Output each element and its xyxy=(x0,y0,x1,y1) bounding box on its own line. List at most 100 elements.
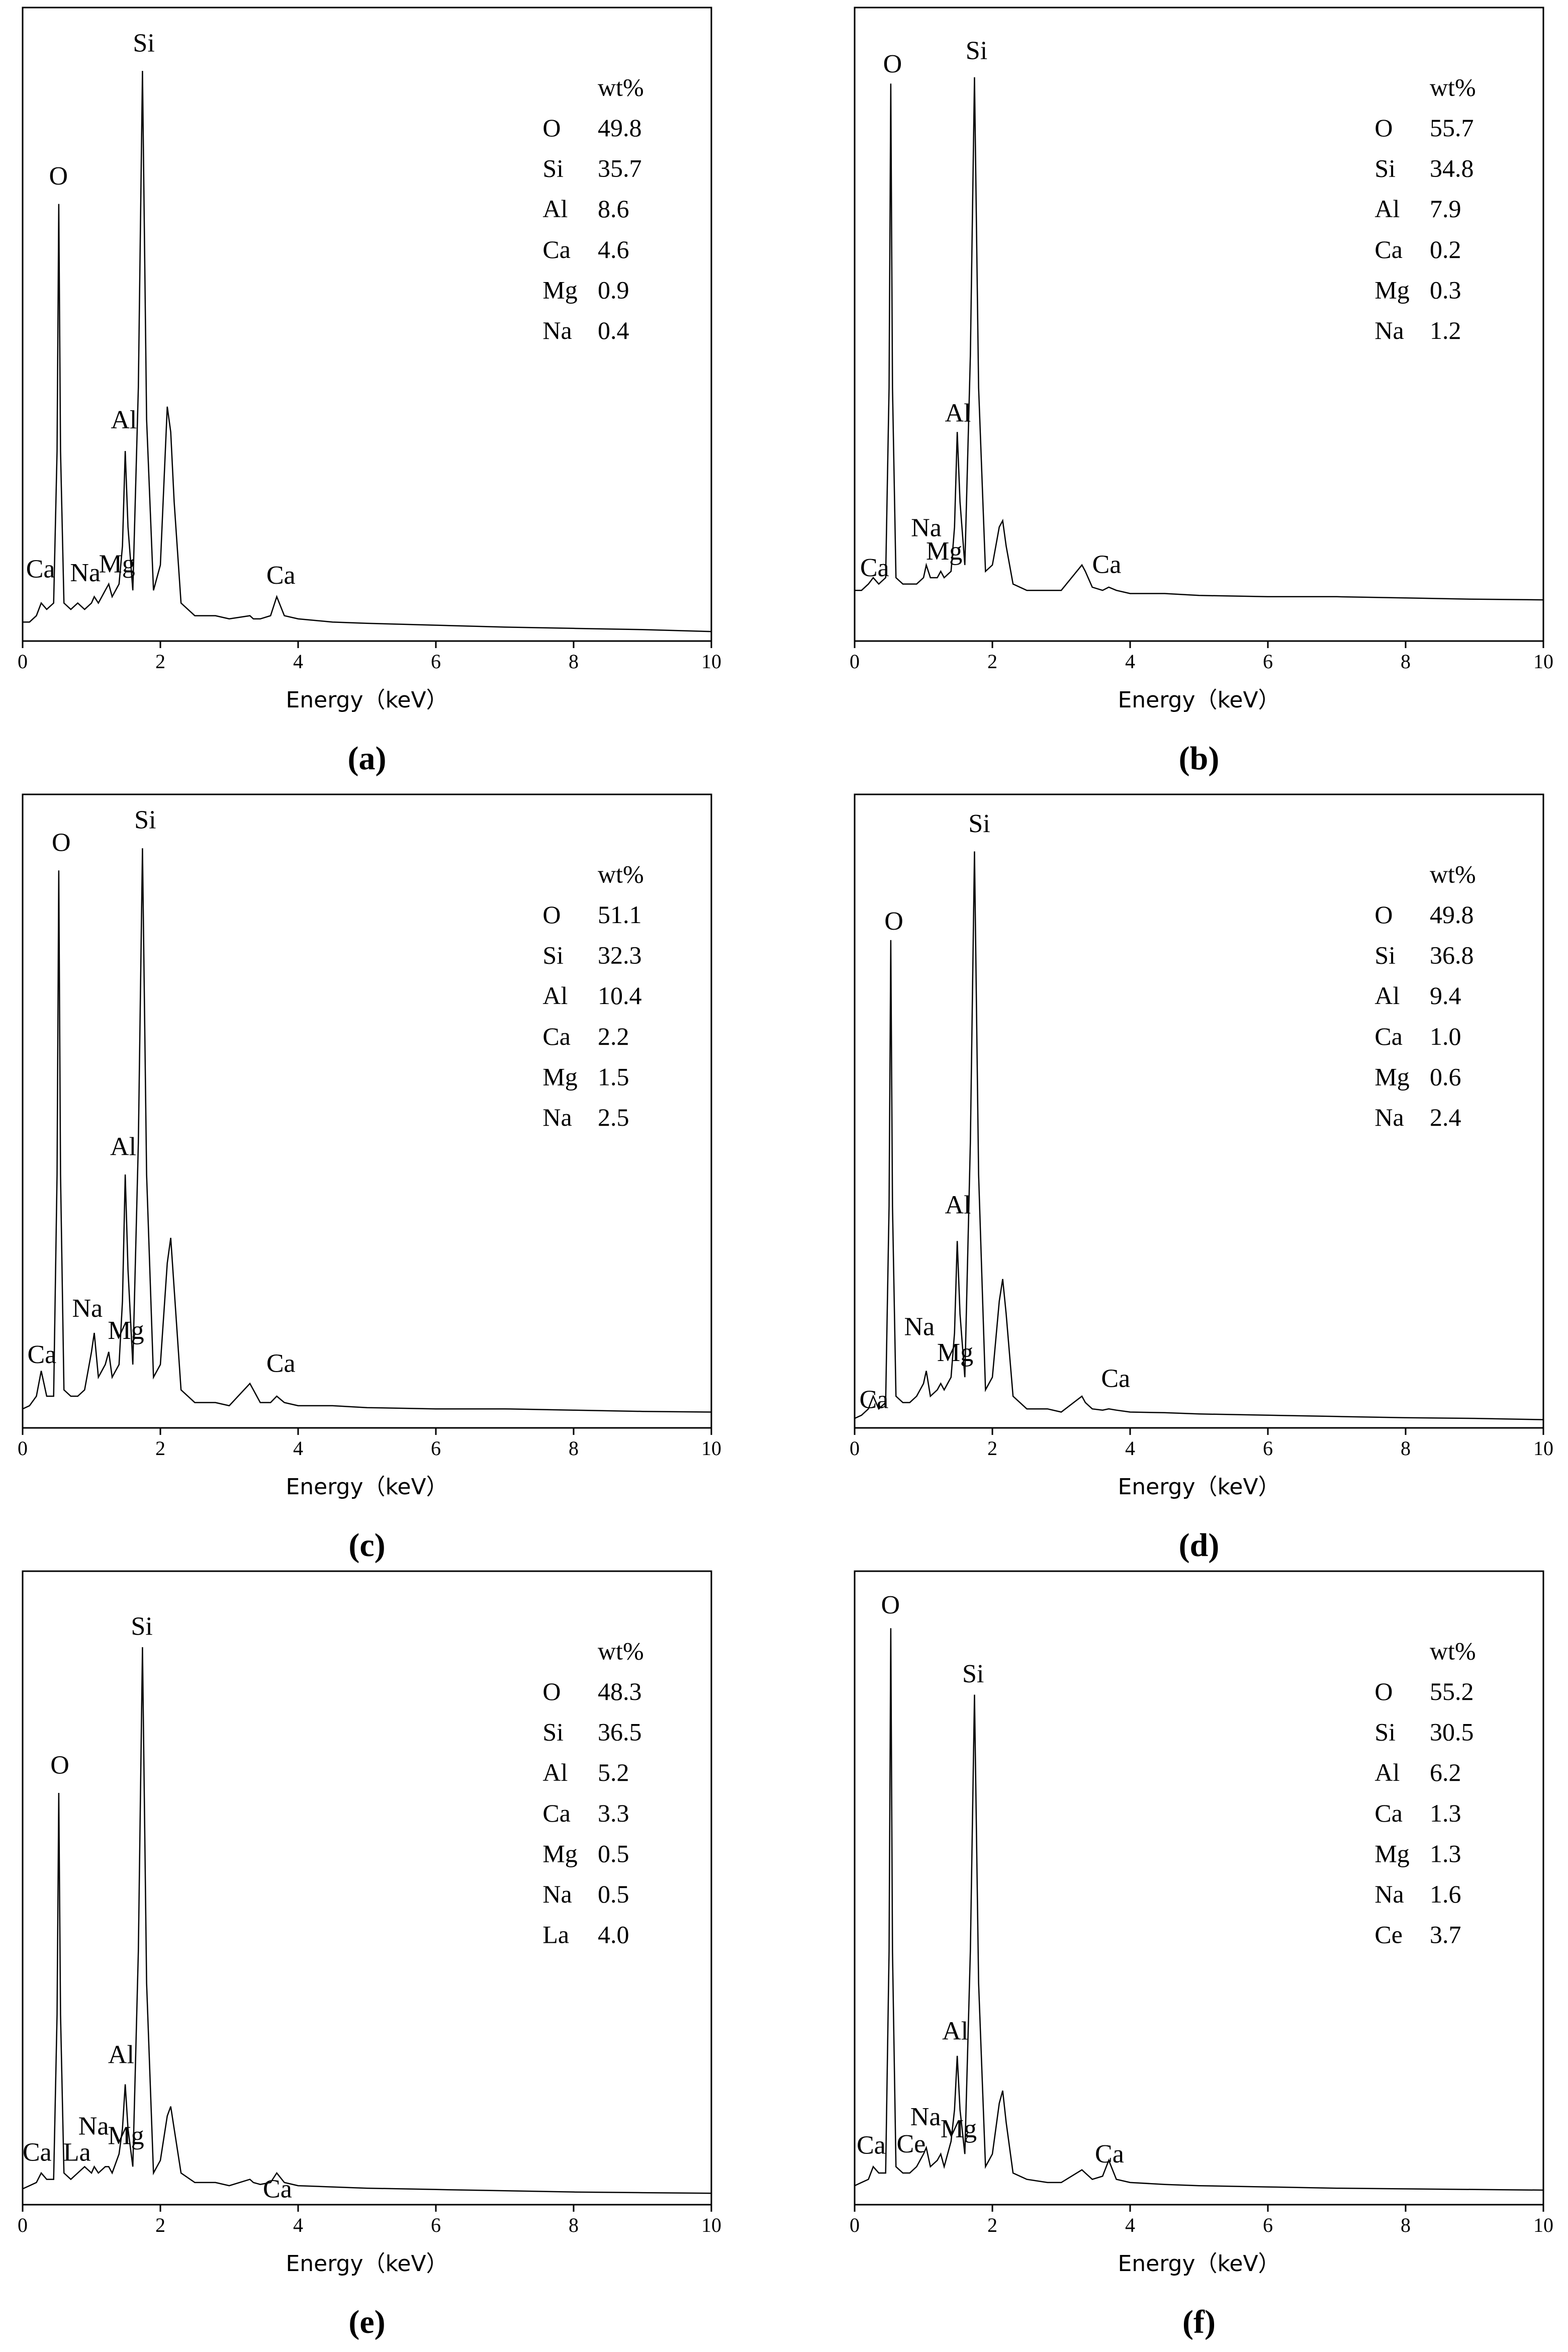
element-name: Na xyxy=(542,1103,572,1131)
plot-frame xyxy=(854,793,1544,1429)
element-wt: 0.6 xyxy=(1430,1062,1461,1091)
plot-frame xyxy=(854,7,1544,642)
table-header: wt% xyxy=(1430,73,1476,101)
x-tick-label: 2 xyxy=(155,1437,165,1460)
x-tick-label: 10 xyxy=(1533,2214,1553,2236)
x-tick-label: 8 xyxy=(1401,1437,1411,1460)
element-wt: 1.0 xyxy=(1430,1022,1461,1050)
table-header: wt% xyxy=(598,73,644,101)
element-name: Mg xyxy=(1374,1839,1409,1867)
element-wt: 1.3 xyxy=(1430,1839,1461,1867)
peak-label: La xyxy=(63,2138,91,2166)
element-wt: 55.7 xyxy=(1430,114,1474,142)
element-name: Si xyxy=(542,941,564,969)
element-wt: 36.5 xyxy=(598,1718,642,1746)
x-tick-label: 0 xyxy=(850,650,860,673)
element-name: O xyxy=(542,900,561,929)
element-wt: 0.2 xyxy=(1430,235,1461,263)
panel-label: (a) xyxy=(348,740,387,777)
x-tick-label: 8 xyxy=(569,650,579,673)
element-wt: 35.7 xyxy=(598,154,642,183)
spectrum-line xyxy=(854,1628,1544,2191)
peak-label: Mg xyxy=(937,1338,973,1367)
peak-label: Na xyxy=(904,1312,935,1341)
element-wt: 8.6 xyxy=(598,195,629,223)
x-tick-label: 4 xyxy=(293,650,303,673)
element-wt: 4.0 xyxy=(598,1921,629,1949)
element-wt: 49.8 xyxy=(1430,900,1474,929)
x-tick-label: 4 xyxy=(1125,1437,1135,1460)
x-tick-label: 10 xyxy=(701,650,721,673)
element-name: Al xyxy=(542,981,568,1010)
peak-label: Si xyxy=(134,805,156,834)
peak-label: Ca xyxy=(23,2138,52,2166)
element-name: Na xyxy=(1374,1880,1404,1908)
peak-label: Mg xyxy=(108,2122,144,2150)
element-name: Al xyxy=(1374,195,1400,223)
peak-label: Na xyxy=(910,2103,941,2131)
element-name: Si xyxy=(1374,1718,1396,1746)
peak-label: Ca xyxy=(1095,2140,1124,2168)
element-wt: 2.4 xyxy=(1430,1103,1461,1131)
element-wt: 48.3 xyxy=(598,1677,642,1705)
x-tick-label: 4 xyxy=(1125,2214,1135,2236)
peak-label: Ca xyxy=(263,2175,292,2203)
element-name: Na xyxy=(1374,1103,1404,1131)
element-name: Ce xyxy=(1374,1921,1403,1949)
x-axis-label: Energy（keV） xyxy=(286,687,448,713)
peak-label: Na xyxy=(70,559,101,587)
peak-label: Mg xyxy=(99,550,135,578)
element-wt: 51.1 xyxy=(598,900,642,929)
peak-label: Ca xyxy=(859,1385,888,1414)
element-name: Si xyxy=(1374,941,1396,969)
element-name: Ca xyxy=(542,1799,571,1827)
peak-label: O xyxy=(883,50,902,78)
element-name: Mg xyxy=(542,276,577,304)
x-tick-label: 0 xyxy=(850,2214,860,2236)
element-wt: 5.2 xyxy=(598,1758,629,1786)
peak-label: Mg xyxy=(941,2115,977,2143)
element-name: Ca xyxy=(542,1022,571,1050)
x-tick-label: 8 xyxy=(569,2214,579,2236)
element-wt: 0.9 xyxy=(598,276,629,304)
x-tick-label: 4 xyxy=(293,2214,303,2236)
peak-label: Ca xyxy=(266,561,296,590)
peak-label: Ca xyxy=(266,1349,296,1378)
element-name: O xyxy=(542,114,561,142)
x-axis-label: Energy（keV） xyxy=(1118,687,1280,713)
element-wt: 36.8 xyxy=(1430,941,1474,969)
x-tick-label: 10 xyxy=(1533,1437,1553,1460)
peak-label: Ca xyxy=(857,2131,886,2160)
element-name: Al xyxy=(542,1758,568,1786)
x-tick-label: 8 xyxy=(1401,650,1411,673)
element-name: Mg xyxy=(1374,1062,1409,1091)
panel-label: (b) xyxy=(1179,740,1220,777)
element-name: Si xyxy=(542,1718,564,1746)
x-tick-label: 2 xyxy=(155,650,165,673)
x-tick-label: 10 xyxy=(1533,650,1553,673)
element-name: Ca xyxy=(1374,235,1403,263)
element-name: Na xyxy=(542,1880,572,1908)
element-wt: 30.5 xyxy=(1430,1718,1474,1746)
spectrum-line xyxy=(22,848,712,1413)
panel-label: (f) xyxy=(1182,2304,1216,2340)
peak-label: Al xyxy=(945,399,971,427)
peak-label: Si xyxy=(131,1612,152,1641)
x-tick-label: 2 xyxy=(155,2214,165,2236)
element-name: La xyxy=(542,1921,569,1949)
element-name: Al xyxy=(1374,981,1400,1010)
element-wt: 1.6 xyxy=(1430,1880,1461,1908)
peak-label: Ca xyxy=(26,555,55,583)
peak-label: Na xyxy=(72,1294,103,1323)
element-wt: 0.3 xyxy=(1430,276,1461,304)
peak-label: Al xyxy=(110,1133,136,1161)
spectrum-line xyxy=(22,1647,712,2194)
element-wt: 2.2 xyxy=(598,1022,629,1050)
peak-label: Ca xyxy=(860,554,889,582)
element-name: O xyxy=(1374,1677,1393,1705)
element-wt: 2.5 xyxy=(598,1103,629,1131)
peak-label: Al xyxy=(111,406,137,434)
panel-label: (c) xyxy=(348,1527,385,1564)
plot-frame xyxy=(854,1570,1544,2206)
